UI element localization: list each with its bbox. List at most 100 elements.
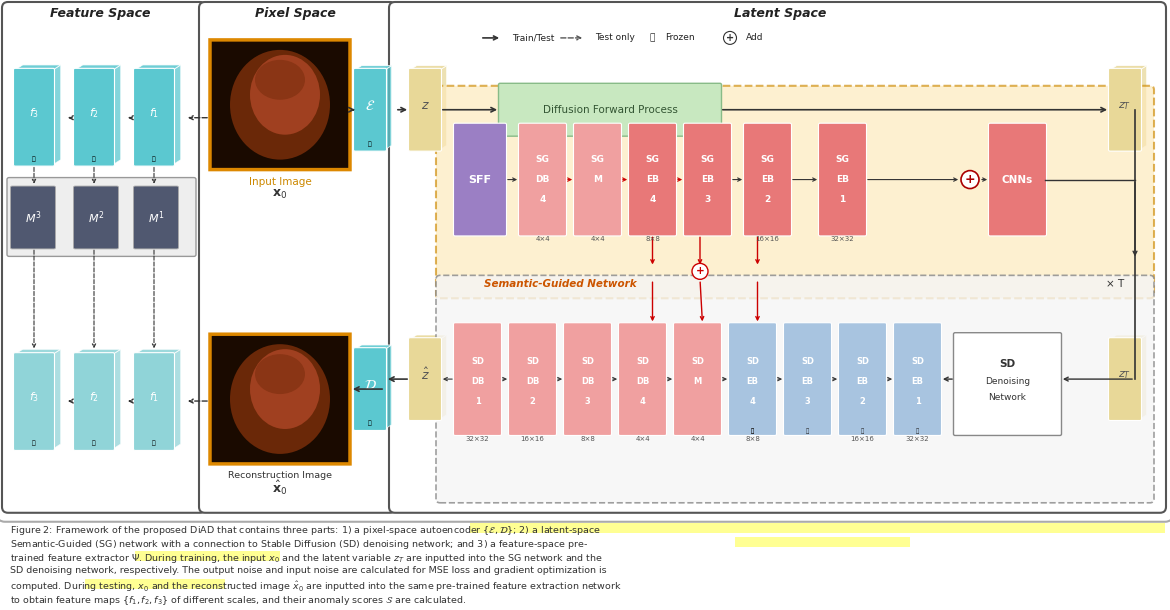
Text: $f_2$: $f_2$ (89, 390, 99, 404)
Text: 🔒: 🔒 (369, 141, 372, 146)
Text: EB: EB (837, 175, 849, 184)
Text: $f_3$: $f_3$ (29, 106, 39, 120)
FancyBboxPatch shape (353, 348, 386, 431)
FancyBboxPatch shape (819, 123, 867, 236)
Polygon shape (113, 350, 121, 449)
Text: 4: 4 (649, 195, 655, 204)
Text: $f_3$: $f_3$ (29, 390, 39, 404)
Polygon shape (75, 350, 121, 354)
FancyBboxPatch shape (74, 353, 115, 450)
Text: Add: Add (746, 34, 764, 43)
Circle shape (723, 32, 736, 45)
FancyBboxPatch shape (209, 334, 350, 464)
Text: SD: SD (636, 357, 649, 365)
Text: 2: 2 (860, 396, 866, 406)
Text: EB: EB (911, 376, 923, 386)
FancyBboxPatch shape (133, 186, 179, 249)
Text: 🔒: 🔒 (916, 428, 920, 434)
Ellipse shape (255, 60, 305, 100)
Text: $\hat{\mathbf{x}}_0$: $\hat{\mathbf{x}}_0$ (273, 479, 288, 497)
Text: SG: SG (591, 155, 605, 164)
FancyBboxPatch shape (353, 68, 386, 151)
Text: 🔒: 🔒 (369, 420, 372, 426)
FancyBboxPatch shape (436, 86, 1154, 298)
Polygon shape (440, 66, 447, 149)
Text: Semantic-Guided (SG) network with a connection to Stable Diffusion (SD) denoisin: Semantic-Guided (SG) network with a conn… (11, 538, 589, 551)
Text: SD denoising network, respectively. The output noise and input noise are calcula: SD denoising network, respectively. The … (11, 565, 606, 575)
Text: DB: DB (525, 376, 539, 386)
Text: computed. During testing, $x_0$ and the reconstructed image $\hat{x}_0$ are inpu: computed. During testing, $x_0$ and the … (11, 580, 621, 594)
Text: Input Image: Input Image (249, 176, 311, 187)
Text: 🔒: 🔒 (32, 156, 36, 162)
Text: $z_T$: $z_T$ (1119, 100, 1131, 112)
Text: Figure 2: Framework of the proposed DiAD that contains three parts: $\mathit{1)}: Figure 2: Framework of the proposed DiAD… (11, 524, 601, 537)
Text: 32×32: 32×32 (831, 237, 854, 242)
Text: 4×4: 4×4 (590, 237, 605, 242)
Text: 4: 4 (750, 396, 756, 406)
Text: EB: EB (856, 376, 868, 386)
FancyBboxPatch shape (784, 323, 832, 436)
Text: EB: EB (760, 175, 775, 184)
FancyBboxPatch shape (894, 323, 942, 436)
Text: $\hat{z}$: $\hat{z}$ (420, 367, 429, 383)
Text: $f_1$: $f_1$ (149, 390, 159, 404)
Text: × T: × T (1106, 279, 1124, 289)
Bar (735, 537, 910, 547)
Polygon shape (75, 65, 121, 70)
FancyBboxPatch shape (498, 84, 722, 136)
Text: SD: SD (746, 357, 759, 365)
Text: 8×8: 8×8 (745, 436, 760, 442)
Text: 🔒: 🔒 (152, 156, 156, 162)
Text: 3: 3 (704, 195, 710, 204)
Text: M: M (593, 175, 603, 184)
Polygon shape (173, 65, 180, 165)
Text: 4: 4 (539, 195, 545, 204)
Text: 4×4: 4×4 (535, 237, 550, 242)
Text: 🔒: 🔒 (92, 440, 96, 446)
Text: $M^3$: $M^3$ (25, 209, 41, 226)
Text: Pixel Space: Pixel Space (255, 7, 336, 21)
Polygon shape (113, 65, 121, 165)
Text: $\mathcal{E}$: $\mathcal{E}$ (365, 99, 376, 113)
Text: Semantic-Guided Network: Semantic-Guided Network (483, 279, 636, 289)
Ellipse shape (255, 354, 305, 394)
Bar (85, 579, 225, 589)
FancyBboxPatch shape (436, 275, 1154, 503)
Polygon shape (15, 65, 61, 70)
FancyBboxPatch shape (2, 2, 206, 513)
Ellipse shape (250, 349, 321, 429)
Text: EB: EB (746, 376, 758, 386)
Text: $f_2$: $f_2$ (89, 106, 99, 120)
Text: SD: SD (801, 357, 814, 365)
Text: Test only: Test only (596, 34, 635, 43)
Text: $M^1$: $M^1$ (147, 209, 164, 226)
Text: Reconstruction Image: Reconstruction Image (228, 472, 332, 480)
Text: trained feature extractor $\Psi$. During training, the input $x_0$ and the laten: trained feature extractor $\Psi$. During… (11, 551, 603, 565)
Ellipse shape (250, 55, 321, 135)
Ellipse shape (230, 344, 330, 454)
Polygon shape (385, 66, 392, 149)
Text: 🔒: 🔒 (92, 156, 96, 162)
Text: SD: SD (856, 357, 869, 365)
Text: 3: 3 (805, 396, 811, 406)
Text: SD: SD (581, 357, 594, 365)
Polygon shape (135, 65, 180, 70)
Text: 🔒: 🔒 (806, 428, 810, 434)
Polygon shape (1110, 335, 1147, 339)
FancyBboxPatch shape (7, 178, 197, 256)
FancyBboxPatch shape (133, 353, 174, 450)
Text: 2: 2 (764, 195, 771, 204)
Text: SD: SD (526, 357, 539, 365)
Polygon shape (440, 335, 447, 419)
FancyBboxPatch shape (509, 323, 557, 436)
Text: SG: SG (646, 155, 660, 164)
Text: 1: 1 (915, 396, 921, 406)
Text: 1: 1 (475, 396, 481, 406)
Text: Feature Space: Feature Space (50, 7, 150, 21)
Polygon shape (355, 66, 392, 70)
FancyBboxPatch shape (564, 323, 612, 436)
Polygon shape (53, 350, 61, 449)
Text: Frozen: Frozen (666, 34, 695, 43)
Text: EB: EB (646, 175, 659, 184)
Text: to obtain feature maps $\{f_1,f_2,f_3\}$ of different scales, and their anomaly : to obtain feature maps $\{f_1,f_2,f_3\}$… (11, 594, 467, 606)
